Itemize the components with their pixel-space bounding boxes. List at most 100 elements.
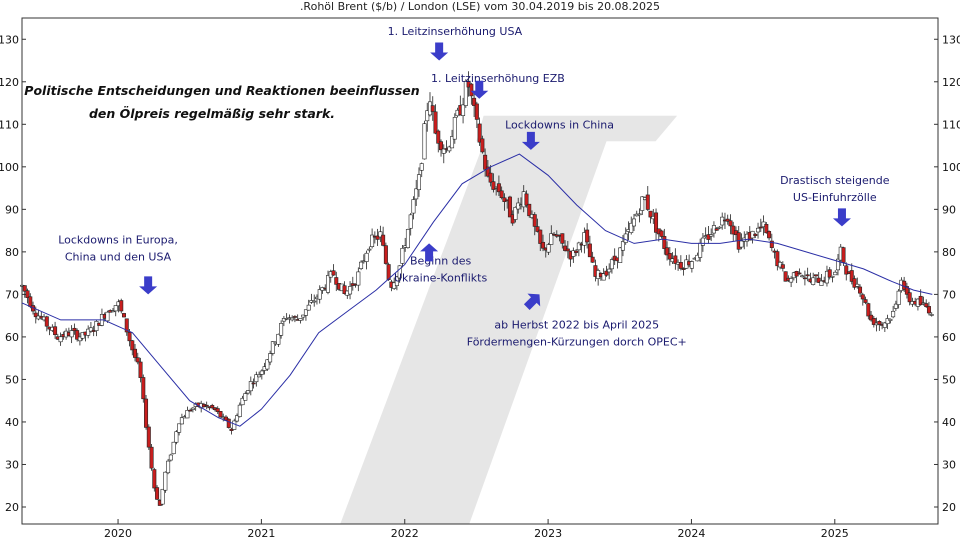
- candle-body: [891, 310, 896, 318]
- candle-body: [767, 231, 772, 239]
- annotation-label: Lockdowns in Europa,: [58, 233, 178, 246]
- x-tick-label: 2025: [821, 527, 849, 540]
- candle-body: [488, 172, 493, 183]
- candle-body: [105, 311, 110, 322]
- candle-body: [620, 241, 625, 251]
- watermark-bar: [476, 115, 678, 142]
- candle-body: [33, 312, 38, 318]
- candle-body: [507, 196, 512, 218]
- y-tick-label-right: 100: [942, 161, 960, 174]
- candle-body: [797, 272, 802, 275]
- candle-body: [513, 207, 518, 220]
- candle-body: [306, 304, 311, 311]
- candle-body: [257, 374, 262, 378]
- candle-body: [259, 370, 264, 375]
- candle-body: [124, 318, 129, 333]
- candle-body: [869, 314, 874, 321]
- candle-body: [485, 166, 490, 177]
- candle-body: [215, 408, 220, 413]
- candle-body: [88, 327, 93, 332]
- candle-body: [405, 229, 410, 248]
- candle-body: [28, 296, 33, 307]
- annotation-label: Beginn des: [410, 255, 472, 268]
- candle-body: [546, 244, 551, 253]
- annotations: 1. Leitzinserhöhung USA 1. Leitzinserhöhu…: [58, 25, 890, 348]
- y-tick-label-left: 80: [5, 246, 19, 259]
- candle-body: [731, 225, 736, 235]
- candle-body: [863, 299, 868, 303]
- candle-body: [662, 236, 667, 249]
- candle-body: [852, 278, 857, 288]
- candle-body: [601, 273, 606, 281]
- y-tick-label-left: 130: [0, 33, 19, 46]
- candle-body: [491, 181, 496, 190]
- candle-body: [121, 313, 126, 318]
- candle-body: [356, 271, 361, 286]
- candle-body: [896, 290, 901, 305]
- candle-body: [370, 234, 375, 247]
- y-tick-label-right: 80: [942, 246, 956, 259]
- y-tick-label-right: 30: [942, 458, 956, 471]
- candle-body: [452, 117, 457, 140]
- candle-body: [411, 199, 416, 214]
- candle-body: [496, 183, 501, 193]
- annotation-arrow: [139, 276, 158, 295]
- candle-body: [292, 316, 297, 318]
- candle-body: [645, 194, 650, 210]
- candle-body: [480, 138, 485, 153]
- candle-body: [918, 295, 923, 306]
- candle-body: [342, 285, 347, 295]
- candle-body: [756, 227, 761, 233]
- candle-body: [433, 111, 438, 134]
- annotation-label: 1. Leitzinserhöhung USA: [388, 25, 523, 38]
- candle-body: [604, 270, 609, 276]
- candle-body: [789, 278, 794, 283]
- candle-body: [709, 234, 714, 237]
- candle-body: [144, 398, 149, 428]
- candle-body: [640, 196, 645, 211]
- annotation-arrow: [470, 80, 489, 99]
- annotation-label: ab Herbst 2022 bis April 2025: [494, 318, 659, 331]
- candle-body: [146, 426, 151, 448]
- candle-body: [53, 326, 58, 336]
- y-tick-label-right: 130: [942, 33, 960, 46]
- candle-body: [753, 233, 758, 236]
- candle-body: [678, 262, 683, 269]
- candle-body: [232, 420, 237, 430]
- candle-body: [334, 277, 339, 285]
- candle-body: [665, 247, 670, 256]
- annotation-label: Lockdowns in China: [505, 119, 614, 132]
- candle-body: [827, 269, 832, 278]
- watermark-stroke: [340, 124, 613, 524]
- x-tick-label: 2020: [104, 527, 132, 540]
- candle-body: [367, 248, 372, 251]
- candle-body: [130, 340, 135, 351]
- candle-body: [483, 154, 488, 170]
- candle-body: [783, 271, 788, 282]
- candle-body: [844, 265, 849, 275]
- candle-body: [22, 285, 27, 292]
- candle-body: [270, 341, 275, 354]
- y-tick-label-left: 60: [5, 331, 19, 344]
- candle-body: [689, 261, 694, 269]
- candle-body: [926, 306, 931, 314]
- y-tick-label-right: 40: [942, 416, 956, 429]
- candle-body: [235, 415, 240, 422]
- candle-body: [119, 300, 124, 312]
- annotation-label: China und den USA: [65, 250, 172, 263]
- candle-body: [706, 234, 711, 240]
- candle-body: [565, 248, 570, 252]
- y-tick-label-left: 20: [5, 501, 19, 514]
- candle-body: [629, 222, 634, 233]
- candle-body: [281, 318, 286, 322]
- candle-body: [218, 411, 223, 418]
- candle-body: [86, 328, 91, 336]
- candle-body: [58, 336, 63, 343]
- candle-body: [802, 277, 807, 280]
- candle-body: [152, 469, 157, 489]
- candle-body: [174, 431, 179, 443]
- candle-body: [637, 213, 642, 216]
- candle-body: [700, 237, 705, 246]
